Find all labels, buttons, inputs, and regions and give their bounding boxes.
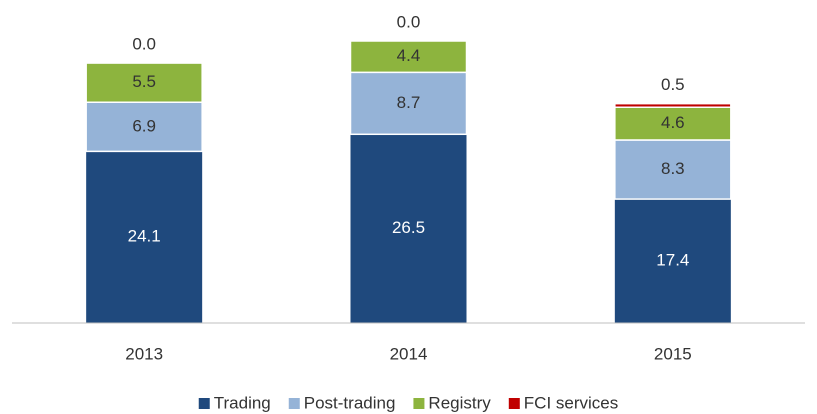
data-label: 0.5: [661, 75, 685, 94]
data-label: 4.6: [661, 113, 685, 132]
bar-segment: [85, 62, 203, 103]
legend-swatch: [198, 398, 210, 409]
bar-segment: [349, 40, 468, 74]
data-label: 17.4: [656, 251, 689, 270]
bar-segment: [614, 199, 731, 323]
data-label: 24.1: [128, 227, 161, 246]
data-label: 8.7: [397, 93, 421, 112]
legend-swatch: [508, 398, 520, 409]
data-label: 5.5: [132, 72, 156, 91]
legend-label: Post-trading: [304, 393, 396, 412]
data-label: 8.3: [661, 159, 685, 178]
x-tick-label: 2014: [390, 344, 428, 363]
legend-label: Registry: [428, 393, 491, 412]
data-label: 26.5: [392, 218, 425, 237]
bar-segment: [614, 102, 732, 108]
data-label: 4.4: [397, 46, 421, 65]
bar-segment: [349, 71, 468, 136]
x-tick-label: 2013: [125, 344, 163, 363]
x-tick-label: 2015: [654, 344, 692, 363]
data-label: 0.0: [132, 35, 156, 54]
legend-label: FCI services: [524, 393, 618, 412]
legend: Trading Post-trading Registry FCI services: [198, 393, 618, 412]
bar-segment: [350, 134, 467, 323]
bar-segment: [86, 151, 203, 323]
legend-label: Trading: [214, 393, 271, 412]
bar-segment: [614, 106, 732, 141]
data-label: 6.9: [132, 116, 156, 135]
legend-swatch: [413, 398, 425, 409]
data-label: 0.0: [397, 12, 421, 31]
bar-segment: [85, 101, 203, 153]
legend-swatch: [288, 398, 300, 409]
